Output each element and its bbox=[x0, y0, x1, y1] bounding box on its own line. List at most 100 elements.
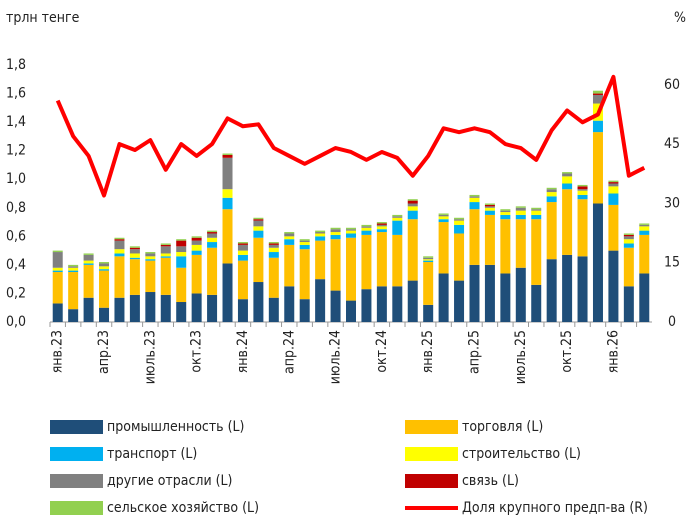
bar-segment bbox=[515, 210, 526, 215]
bar-segment bbox=[207, 230, 218, 233]
bar-segment bbox=[237, 250, 248, 255]
bar-segment bbox=[376, 224, 387, 227]
bar-segment bbox=[129, 294, 140, 322]
bar-segment bbox=[99, 262, 110, 264]
bar-segment bbox=[129, 247, 140, 250]
bar-segment bbox=[484, 203, 495, 205]
bar-segment bbox=[237, 244, 248, 251]
bar-segment bbox=[623, 286, 634, 322]
legend-label: промышленность (L) bbox=[107, 419, 244, 435]
bar-segment bbox=[592, 90, 603, 94]
bar-segment bbox=[531, 210, 542, 215]
bar-segment bbox=[191, 293, 202, 322]
bar-segment bbox=[484, 207, 495, 211]
bar-segment bbox=[438, 222, 449, 274]
bar-segment bbox=[346, 229, 356, 231]
bar-segment bbox=[577, 194, 588, 200]
y2-tick-label: 45 bbox=[664, 136, 680, 152]
bar-segment bbox=[129, 249, 140, 254]
bar-segment bbox=[531, 219, 542, 285]
bar-segment bbox=[423, 256, 434, 258]
bar-segment bbox=[562, 254, 573, 322]
bar-segment bbox=[376, 286, 387, 322]
bar-segment bbox=[299, 242, 310, 245]
bar-segment bbox=[284, 286, 295, 322]
bar-segment bbox=[562, 189, 573, 255]
bar-segment bbox=[52, 252, 63, 268]
bar-segment bbox=[623, 247, 634, 287]
bar-segment bbox=[407, 200, 418, 204]
bar-segment bbox=[546, 189, 557, 193]
bar-segment bbox=[346, 230, 356, 234]
bar-segment bbox=[500, 214, 511, 220]
bar-segment bbox=[376, 226, 387, 230]
bar-segment bbox=[392, 286, 403, 322]
bar-segment bbox=[361, 234, 372, 290]
bar-segment bbox=[592, 94, 603, 104]
bar-segment bbox=[500, 212, 511, 215]
bar-segment bbox=[330, 239, 341, 291]
bar-segment bbox=[608, 204, 619, 251]
bar-segment bbox=[361, 289, 372, 322]
legend-label: торговля (L) bbox=[462, 419, 543, 435]
y-tick-label: 1,2 bbox=[6, 143, 26, 159]
line-series bbox=[55, 74, 646, 198]
bar-segment bbox=[484, 210, 495, 215]
bar-segment bbox=[608, 180, 619, 183]
bar-segment bbox=[315, 233, 326, 237]
bar-segment bbox=[253, 230, 264, 238]
bar-segment bbox=[407, 210, 418, 220]
x-tick-label: апр.23 bbox=[96, 330, 112, 374]
bar-segment bbox=[237, 243, 248, 245]
bar-segment bbox=[392, 220, 403, 235]
bar-segment bbox=[423, 304, 434, 322]
bar-segment bbox=[52, 270, 63, 273]
bar-segment bbox=[562, 183, 573, 190]
bar-segment bbox=[315, 236, 326, 241]
bar-segment bbox=[639, 223, 650, 225]
bar-segment bbox=[68, 270, 79, 273]
bar-segment bbox=[392, 217, 403, 221]
bar-segment bbox=[361, 227, 372, 231]
bar-segment bbox=[454, 219, 465, 221]
bar-segment bbox=[500, 273, 511, 322]
bar-segment bbox=[454, 233, 465, 281]
bar-segment bbox=[346, 233, 356, 238]
bar-segment bbox=[68, 264, 79, 267]
bar-segment bbox=[546, 187, 557, 190]
y-tick-label: 0,6 bbox=[6, 228, 26, 244]
bar-segment bbox=[237, 254, 248, 261]
bar-segment bbox=[176, 246, 187, 253]
chart-title: трлн тенге bbox=[6, 10, 80, 26]
bar-segment bbox=[284, 236, 295, 240]
bar-segment bbox=[639, 230, 650, 235]
bar-segment bbox=[99, 307, 110, 322]
bar-segment bbox=[129, 246, 140, 248]
bar-segment bbox=[191, 250, 202, 255]
bar-segment bbox=[191, 237, 202, 241]
y-tick-label: 1,8 bbox=[6, 57, 26, 73]
bar-segment bbox=[268, 244, 279, 248]
bar-segment bbox=[145, 260, 156, 293]
bar-segment bbox=[145, 256, 156, 260]
bar-segment bbox=[222, 154, 233, 158]
bar-segment bbox=[222, 153, 233, 155]
bar-segment bbox=[546, 259, 557, 322]
bar-segment bbox=[160, 294, 171, 322]
bar-segment bbox=[623, 233, 634, 235]
bar-segment bbox=[253, 220, 264, 227]
bar-segment bbox=[438, 219, 449, 223]
x-tick-label: июль.24 bbox=[328, 330, 344, 384]
bar-segment bbox=[268, 297, 279, 322]
bar-segment bbox=[392, 234, 403, 287]
bar-segment bbox=[577, 190, 588, 195]
bar-segment bbox=[531, 284, 542, 322]
bar-segment bbox=[346, 300, 356, 322]
bar-segment bbox=[207, 294, 218, 322]
bar-segment bbox=[376, 222, 387, 224]
y-tick-label: 1,0 bbox=[6, 171, 26, 187]
bar-segment bbox=[268, 243, 279, 245]
bar-segment bbox=[253, 282, 264, 322]
x-tick-label: янв.26 bbox=[605, 330, 621, 373]
bar-segment bbox=[191, 244, 202, 251]
